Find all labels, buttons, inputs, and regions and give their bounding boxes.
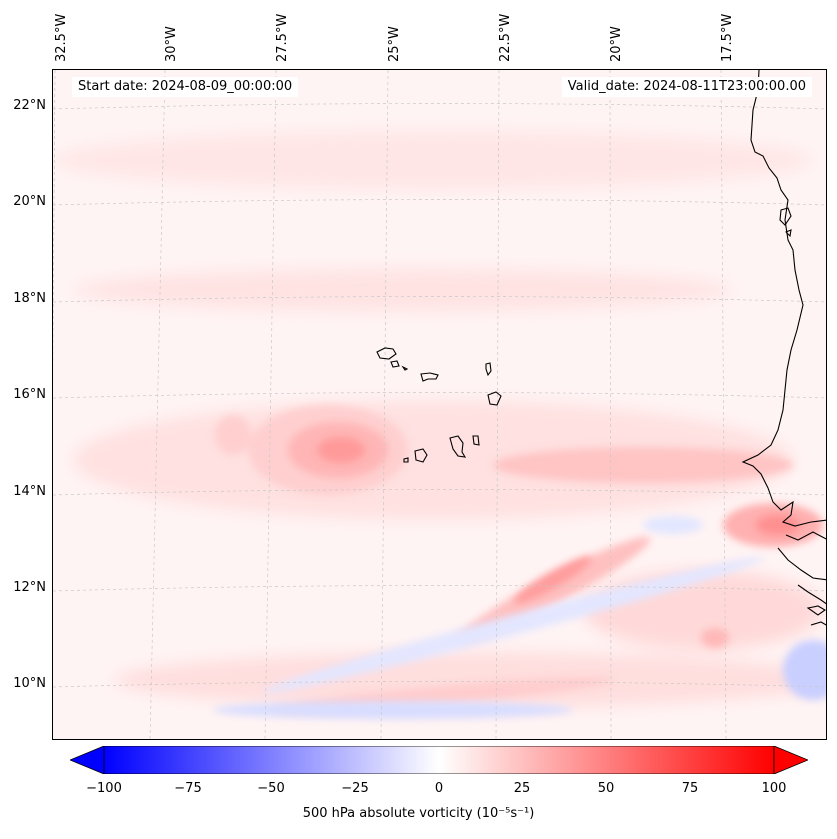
- coast-guinea: [797, 584, 826, 605]
- parallel-18n: [53, 296, 826, 303]
- lon-label-25w: 25°W: [387, 26, 402, 62]
- meridian-30w: [149, 70, 166, 739]
- coastal-core: [756, 515, 800, 535]
- band-east: [493, 447, 793, 483]
- colorbar-tick-neg75: −75: [174, 781, 202, 796]
- map-canvas: [53, 70, 826, 739]
- lon-label-30w: 30°W: [164, 26, 179, 62]
- lat-label-16n: 16°N: [13, 387, 46, 402]
- lon-label-20w: 20°W: [609, 26, 624, 62]
- colorbar-tick-neg25: −25: [341, 781, 369, 796]
- colorbar-tick-neg50: −50: [257, 781, 285, 796]
- coast-sierra-leone: [810, 621, 826, 626]
- cape-verde-islands: [376, 347, 502, 463]
- colorbar-tick-neg100: −100: [86, 781, 122, 796]
- lat-label-22n: 22°N: [13, 98, 46, 113]
- vorticity-core: [288, 422, 800, 604]
- parallel-22n: [53, 103, 826, 110]
- band-diagonal: [455, 536, 651, 644]
- band-south: [113, 652, 826, 708]
- lat-label-10n: 10°N: [13, 676, 46, 691]
- band-north: [53, 130, 813, 190]
- valid-date-label: Valid_date: 2024-08-11T23:00:00.00: [561, 77, 812, 97]
- meridian-25w: [380, 70, 389, 739]
- island-boa-vista: [487, 391, 502, 406]
- island-sal: [485, 362, 492, 377]
- parallel-12n: [53, 585, 826, 592]
- colorbar: [70, 746, 808, 774]
- colorbar-tick-0: 0: [434, 781, 444, 796]
- meridian-22-5w: [495, 70, 500, 739]
- island-sao-vicente: [390, 360, 400, 368]
- colorbar-tick-25: 25: [513, 781, 531, 796]
- colorbar-extend-max: [773, 746, 808, 774]
- start-date-label: Start date: 2024-08-09_00:00:00: [72, 77, 299, 97]
- graticule: [53, 70, 826, 739]
- island-sao-nicolau: [420, 372, 439, 382]
- lat-label-18n: 18°N: [13, 291, 46, 306]
- island-tidra: [785, 229, 792, 238]
- lon-label-22-5w: 22.5°W: [498, 13, 513, 62]
- left-spot: [215, 415, 251, 455]
- lat-label-12n: 12°N: [13, 580, 46, 595]
- diagonal-core: [513, 556, 593, 604]
- colorbar-gradient: [103, 746, 775, 774]
- lat-label-20n: 20°N: [13, 194, 46, 209]
- coast-guinea-bissau: [777, 547, 826, 581]
- coast-mauritania-senegal: [741, 70, 826, 527]
- parallel-14n: [53, 489, 826, 496]
- band-mid-north: [73, 268, 733, 312]
- island-brava: [403, 457, 409, 463]
- colorbar-extend-min: [70, 746, 105, 774]
- parallel-16n: [53, 392, 826, 399]
- vortex-core-inner: [317, 437, 365, 463]
- vorticity-map: [52, 69, 827, 740]
- island-santo-antao: [376, 347, 397, 360]
- parallel-20n: [53, 199, 826, 206]
- lon-label-17-5w: 17.5°W: [720, 13, 735, 62]
- island-santa-luzia: [401, 365, 409, 371]
- colorbar-label: 500 hPa absolute vorticity (10⁻⁵s⁻¹): [302, 806, 535, 821]
- negative-band-diagonal: [261, 557, 765, 693]
- negative-band-south: [213, 701, 573, 719]
- vorticity-negative: [213, 516, 826, 719]
- meridian-27-5w: [264, 70, 277, 739]
- negative-east: [783, 640, 826, 700]
- colorbar-tick-75: 75: [681, 781, 699, 796]
- meridian-20w: [609, 70, 612, 739]
- island-santiago: [449, 435, 467, 458]
- lon-label-32-5w: 32.5°W: [54, 13, 69, 62]
- parallel-10n: [53, 681, 826, 688]
- island-fogo: [414, 448, 428, 463]
- colorbar-tick-50: 50: [597, 781, 615, 796]
- negative-mid: [643, 516, 703, 534]
- meridian-17-5w: [720, 70, 727, 739]
- band-central: [73, 400, 793, 520]
- africa-coastline: [741, 70, 826, 626]
- island-maio: [472, 435, 480, 446]
- small-high: [701, 628, 729, 648]
- bijagos-islands: [806, 605, 826, 616]
- lon-label-27-5w: 27.5°W: [275, 13, 290, 62]
- lat-label-14n: 14°N: [13, 484, 46, 499]
- coast-gambia-guinea: [785, 531, 826, 541]
- colorbar-tick-100: 100: [761, 781, 787, 796]
- island-banc-arguin: [779, 207, 792, 226]
